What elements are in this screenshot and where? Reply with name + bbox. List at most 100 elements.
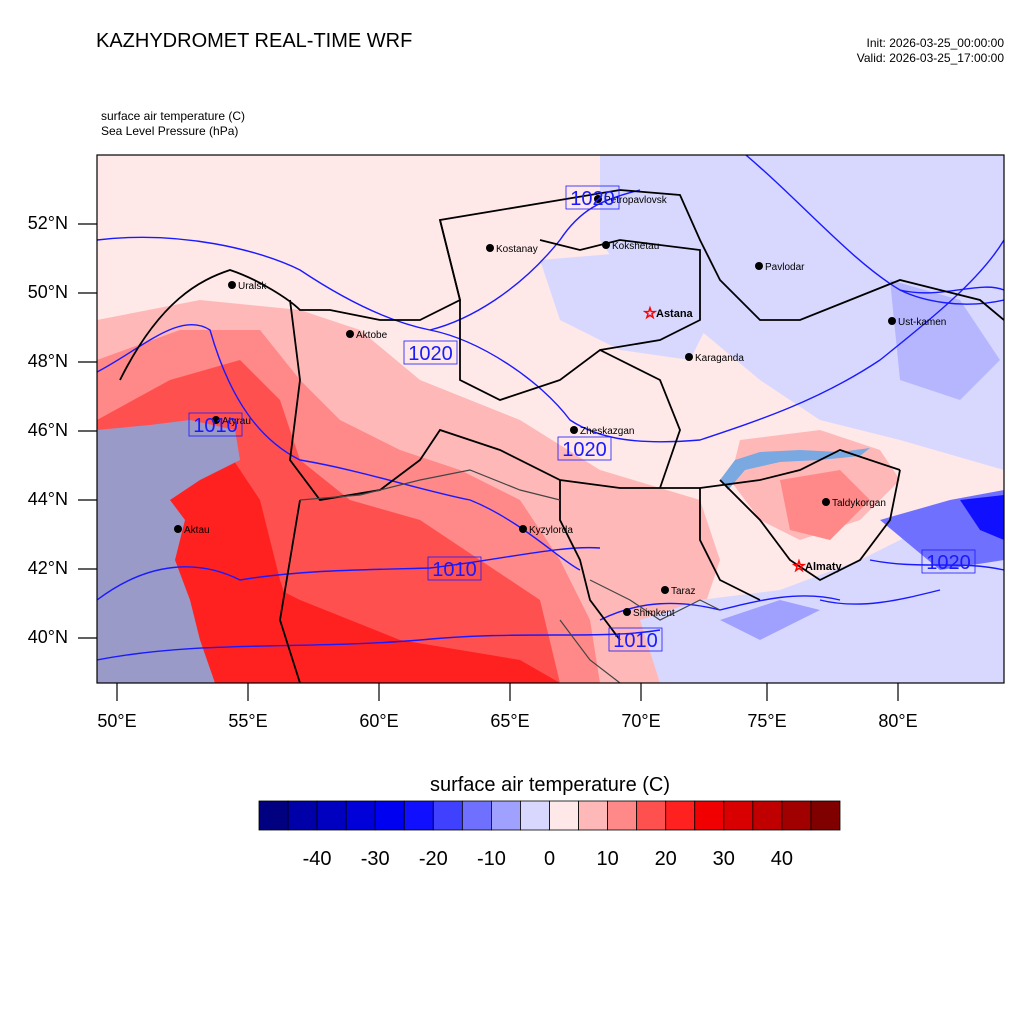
city-dot: [623, 608, 631, 616]
city-marker: Kostanay: [486, 244, 538, 255]
init-time: Init: 2026-03-25_00:00:00: [866, 36, 1004, 50]
lat-label: 44°N: [27, 489, 68, 509]
colorbar-swatch: [607, 800, 638, 831]
colorbar-swatch: [723, 800, 754, 831]
colorbar-swatch: [810, 800, 841, 831]
capital-star-icon: ☆: [643, 305, 656, 322]
city-label: Taldykorgan: [832, 498, 886, 509]
city-marker: Atyrau: [212, 416, 251, 427]
colorbar-swatch: [578, 800, 608, 831]
city-dot: [228, 281, 236, 289]
city-marker: Kyzylorda: [519, 525, 573, 536]
lon-label: 70°E: [621, 711, 661, 731]
capital-star-icon: ☆: [792, 558, 805, 575]
city-marker: Zheskazgan: [570, 426, 634, 437]
svg-text:1020: 1020: [562, 439, 607, 461]
city-dot: [519, 525, 527, 533]
svg-text:1020: 1020: [408, 343, 453, 365]
map-title: KAZHYDROMET REAL-TIME WRF: [96, 30, 413, 52]
isobar-labels: 1020 1020 1010 1020 1010 1020 1010: [188, 185, 976, 652]
colorbar-swatch: [781, 800, 812, 831]
map-frame: [96, 154, 1005, 684]
lat-label: 48°N: [27, 351, 68, 371]
isobar-label: 1020: [565, 185, 620, 210]
country-borders: [299, 469, 721, 683]
city-label: Taraz: [671, 586, 695, 597]
colorbar-swatch: [403, 800, 434, 831]
city-label: Aktobe: [356, 330, 388, 341]
city-label: Shimkent: [633, 608, 675, 619]
isobar-label: 1020: [921, 549, 976, 574]
city-marker: Taldykorgan: [822, 498, 886, 509]
colorbar-tick-label: -20: [418, 848, 448, 870]
city-marker: Uralsk: [228, 281, 267, 292]
city-marker: Shimkent: [623, 608, 675, 619]
lon-label: 50°E: [97, 711, 137, 731]
city-label: Ust-kamen: [898, 317, 946, 328]
lon-label: 75°E: [747, 711, 787, 731]
lat-label: 52°N: [27, 213, 68, 233]
lon-label: 55°E: [228, 711, 268, 731]
svg-text:1010: 1010: [193, 415, 238, 437]
axis-ticks: [78, 223, 899, 701]
colorbar-tick-label: 20: [654, 848, 677, 870]
colorbar-swatch: [665, 800, 696, 831]
city-label: Astana: [656, 308, 694, 320]
colorbar-swatch: [258, 800, 289, 831]
isobar-label: 1020: [557, 436, 612, 461]
city-dot: [661, 586, 669, 594]
colorbar-tick-label: 40: [770, 848, 794, 870]
lat-label: 42°N: [27, 558, 68, 578]
city-marker: Petropavlovsk: [594, 195, 668, 206]
colorbar-swatch: [636, 800, 667, 831]
city-dot: [570, 426, 578, 434]
region-borders: [119, 189, 1004, 683]
colorbar-swatch: [694, 800, 725, 831]
lon-label: 60°E: [359, 711, 399, 731]
city-markers: Petropavlovsk Kostanay Kokshetau Pavlodar Ur…: [174, 195, 946, 619]
svg-text:1010: 1010: [432, 559, 477, 581]
colorbar-tick-label: -10: [476, 848, 506, 870]
city-marker: ☆ Astana: [643, 305, 694, 323]
svg-text:1010: 1010: [613, 630, 658, 652]
city-label: Uralsk: [238, 281, 267, 292]
colorbar-tick-label: -30: [360, 848, 390, 870]
city-dot: [212, 416, 220, 424]
city-label: Kostanay: [496, 244, 538, 255]
colorbar-swatch: [345, 800, 376, 831]
colorbar-swatch: [461, 800, 492, 831]
city-dot: [486, 244, 494, 252]
city-dot: [822, 498, 830, 506]
city-dot: [594, 195, 602, 203]
city-marker: ☆ Almaty: [792, 558, 843, 576]
colorbar-swatch: [752, 800, 783, 831]
city-label: Petropavlovsk: [604, 195, 668, 206]
city-label: Aktau: [184, 525, 210, 536]
city-marker: Kokshetau: [602, 241, 659, 252]
city-label: Kyzylorda: [529, 525, 573, 536]
variable-label-pressure: Sea Level Pressure (hPa): [101, 124, 239, 138]
colorbar-swatch: [374, 800, 405, 831]
city-marker: Ust-kamen: [888, 317, 946, 328]
isobar-label: 1010: [427, 556, 482, 581]
city-dot: [888, 317, 896, 325]
colorbar-swatch: [520, 800, 550, 831]
lat-label: 50°N: [27, 282, 68, 302]
city-label: Zheskazgan: [580, 426, 634, 437]
colorbar-swatch: [287, 800, 318, 831]
city-label: Karaganda: [695, 353, 744, 364]
city-dot: [755, 262, 763, 270]
isobar-label: 1010: [608, 627, 663, 652]
valid-time: Valid: 2026-03-25_17:00:00: [856, 51, 1004, 65]
svg-text:1020: 1020: [926, 552, 971, 574]
isobar-label: 1020: [403, 340, 458, 365]
colorbar-swatch: [490, 800, 521, 831]
colorbar-swatch: [432, 800, 463, 831]
city-label: Almaty: [805, 561, 843, 573]
colorbar-swatch: [316, 800, 347, 831]
city-marker: Aktobe: [346, 330, 388, 341]
variable-label-temperature: surface air temperature (C): [101, 109, 246, 123]
colorbar-swatch: [549, 800, 579, 831]
city-dot: [174, 525, 182, 533]
